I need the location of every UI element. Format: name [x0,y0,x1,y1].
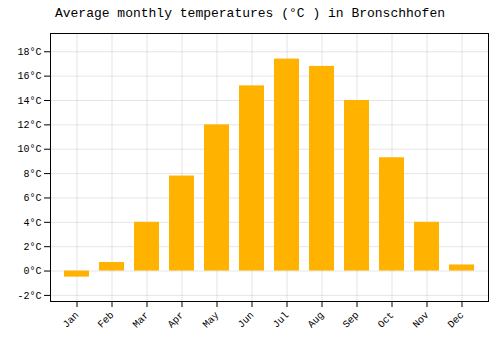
svg-text:Dec: Dec [446,310,467,331]
svg-text:Feb: Feb [96,310,117,331]
svg-text:-2°C: -2°C [17,291,41,302]
svg-text:12°C: 12°C [17,120,41,131]
html-text:Average monthly temperatures (: Average monthly temperatures (°C ) in Br… [55,6,445,21]
svg-text:8°C: 8°C [23,169,41,180]
svg-text:Jul: Jul [271,310,292,331]
svg-text:6°C: 6°C [23,193,41,204]
svg-text:Aug: Aug [306,310,327,331]
svg-text:Oct: Oct [376,310,397,331]
svg-text:18°C: 18°C [17,47,41,58]
svg-text:Jun: Jun [236,310,257,331]
svg-text:Sep: Sep [341,310,362,331]
svg-text:Mar: Mar [131,310,152,331]
svg-text:0°C: 0°C [23,266,41,277]
svg-text:May: May [201,310,222,331]
svg-text:2°C: 2°C [23,242,41,253]
svg-text:Nov: Nov [411,310,432,331]
svg-text:16°C: 16°C [17,71,41,82]
svg-text:14°C: 14°C [17,96,41,107]
svg-text:10°C: 10°C [17,144,41,155]
svg-text:4°C: 4°C [23,218,41,229]
svg-text:Apr: Apr [166,310,187,331]
svg-text:Jan: Jan [61,310,82,331]
